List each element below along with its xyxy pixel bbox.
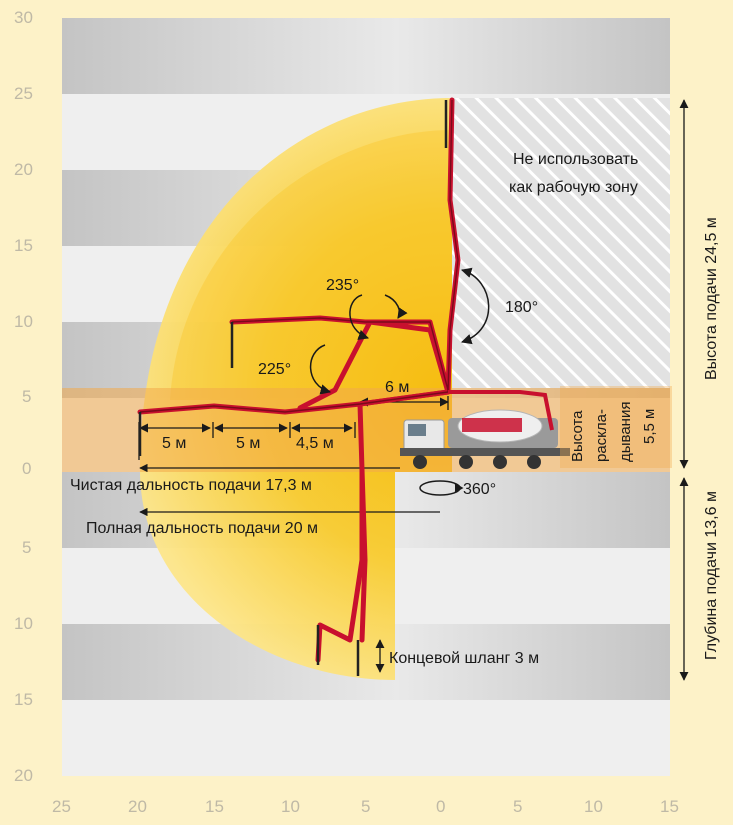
segment-5m-label-b: 5 м	[236, 435, 260, 452]
y-tick: 15	[14, 690, 33, 709]
end-hoses	[138, 100, 448, 676]
rotation-arrow-icon	[419, 480, 464, 496]
x-tick: 10	[584, 797, 603, 816]
concrete-pump-truck-icon	[400, 386, 672, 469]
depth-reach-label: Глубина подачи 13,6 м	[703, 491, 720, 660]
y-axis-ticks: 30 25 20 15 10 5 0 5 10 15 20	[14, 8, 33, 785]
svg-text:дывания: дывания	[617, 402, 634, 462]
curved-arrow-icon	[309, 267, 490, 395]
segment-6m-label: 6 м	[385, 379, 409, 396]
y-tick: 25	[14, 84, 33, 103]
outrigger-height-label: Высота раскла- дывания 5,5 м	[569, 402, 658, 462]
end-hose-label: Концевой шланг 3 м	[389, 650, 539, 667]
y-tick: 10	[14, 312, 33, 331]
x-tick: 5	[513, 797, 522, 816]
reach-envelope-inner	[170, 130, 452, 400]
boom-down-2	[359, 467, 368, 643]
angle-235-label: 235°	[326, 277, 359, 294]
full-reach-label: Полная дальность подачи 20 м	[86, 520, 318, 537]
angle-225-label: 225°	[258, 361, 291, 378]
y-tick: 15	[14, 236, 33, 255]
y-tick: 10	[14, 614, 33, 633]
rotation-label: 360°	[463, 481, 496, 498]
x-tick: 0	[436, 797, 445, 816]
svg-text:раскла-: раскла-	[593, 409, 610, 462]
x-tick: 10	[281, 797, 300, 816]
boom-joint-details	[139, 99, 459, 413]
x-tick: 20	[128, 797, 147, 816]
segment-5m-label-a: 5 м	[162, 435, 186, 452]
y-tick: 20	[14, 766, 33, 785]
no-work-zone	[452, 98, 670, 388]
x-tick: 15	[205, 797, 224, 816]
x-axis-ticks: 25 20 15 10 5 0 5 10 15	[52, 797, 679, 816]
svg-text:5,5 м: 5,5 м	[641, 409, 658, 444]
angle-180-label: 180°	[505, 299, 538, 316]
y-tick: 30	[14, 8, 33, 27]
segment-4-5m-label: 4,5 м	[296, 435, 334, 452]
no-work-zone-label-line1: Не использовать	[513, 151, 638, 168]
y-tick: 5	[22, 538, 31, 557]
x-tick: 15	[660, 797, 679, 816]
no-work-zone-label-line2: как рабочую зону	[509, 179, 638, 196]
svg-text:Высота: Высота	[569, 410, 586, 462]
y-tick: 20	[14, 160, 33, 179]
height-reach-label: Высота подачи 24,5 м	[703, 217, 720, 380]
x-tick: 5	[361, 797, 370, 816]
net-reach-label: Чистая дальность подачи 17,3 м	[70, 477, 312, 494]
x-tick: 25	[52, 797, 71, 816]
y-tick: 0	[22, 459, 31, 478]
y-tick: 5	[22, 387, 31, 406]
